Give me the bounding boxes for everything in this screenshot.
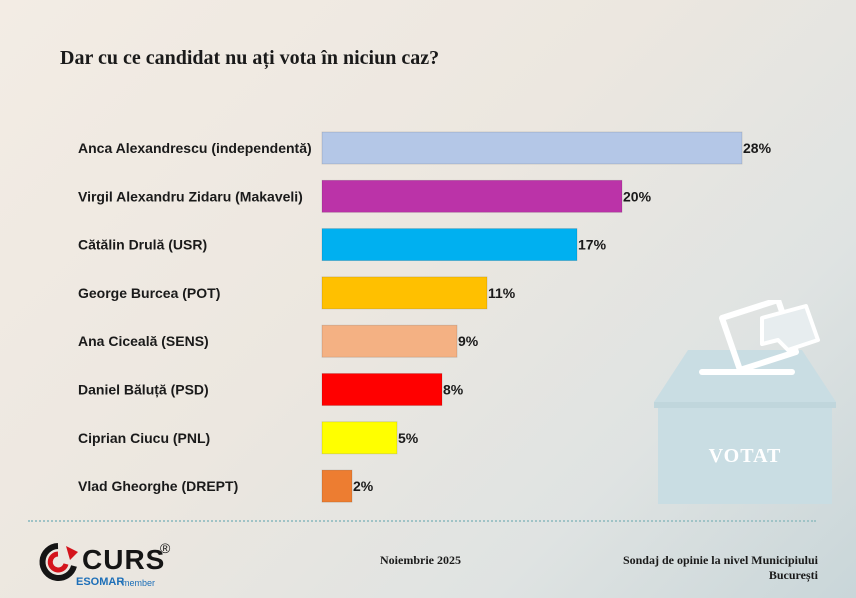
value-label: 11%: [488, 285, 516, 301]
value-label: 28%: [743, 140, 772, 156]
esomar-member-label: member: [122, 578, 156, 588]
ballot-box-label: VOTAT: [708, 445, 782, 467]
bar: [321, 324, 458, 358]
bar: [321, 469, 353, 503]
ballot-box-icon: [654, 297, 836, 504]
category-label: George Burcea (POT): [78, 285, 220, 301]
ballot-box-illustration: VOTAT: [650, 297, 840, 510]
category-label: Ciprian Ciucu (PNL): [78, 430, 210, 446]
footer-divider: [28, 520, 816, 522]
curs-logo: CURS ® ESOMAR member: [36, 540, 186, 590]
bar: [321, 373, 443, 406]
category-label: Vlad Gheorghe (DREPT): [78, 478, 238, 494]
footer-survey-line-1: Sondaj de opinie la nivel Municipiului: [622, 553, 818, 567]
bar: [321, 228, 578, 262]
category-label: Virgil Alexandru Zidaru (Makaveli): [78, 188, 303, 204]
chart-title: Dar cu ce candidat nu ați vota în niciun…: [60, 47, 440, 69]
value-label: 5%: [398, 430, 419, 446]
curs-logo-text: CURS: [82, 544, 166, 575]
esomar-label: ESOMAR: [76, 576, 125, 588]
value-label: 2%: [353, 478, 374, 494]
bar: [321, 131, 743, 165]
bar-chart: Anca Alexandrescu (independentă) 28% Virgi…: [78, 131, 772, 503]
value-label: 20%: [623, 188, 652, 204]
footer-survey-info: Sondaj de opinie la nivel Municipiului B…: [623, 553, 818, 583]
category-label: Ana Ciceală (SENS): [78, 333, 209, 349]
curs-logo-icon: [39, 543, 78, 581]
footer-survey-line-2: București: [768, 568, 818, 582]
value-label: 17%: [578, 237, 607, 253]
registered-mark: ®: [160, 540, 171, 556]
footer-date: Noiembrie 2025: [380, 553, 461, 567]
category-label: Daniel Băluță (PSD): [78, 382, 209, 398]
category-label: Anca Alexandrescu (independentă): [78, 140, 312, 156]
bar: [321, 421, 398, 455]
bar: [321, 276, 488, 310]
value-label: 9%: [458, 333, 479, 349]
value-label: 8%: [443, 382, 464, 398]
bar: [321, 179, 623, 213]
category-label: Cătălin Drulă (USR): [78, 237, 207, 253]
